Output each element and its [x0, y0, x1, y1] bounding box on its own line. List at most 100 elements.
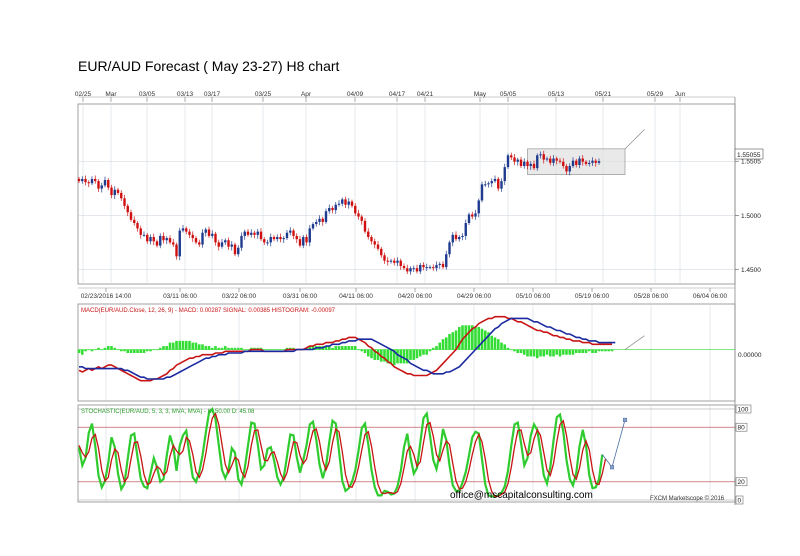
candle-body — [328, 207, 331, 212]
macd-histogram-bar — [132, 349, 136, 353]
candle-body — [311, 224, 315, 229]
candle-body — [107, 180, 110, 188]
candle-body — [97, 181, 100, 189]
price-forecast-line — [624, 129, 645, 150]
candle-body — [545, 158, 549, 160]
macd-histogram-bar — [210, 347, 214, 350]
macd-histogram-bar — [246, 349, 250, 351]
macd-histogram-bar — [392, 349, 396, 366]
candle-body — [588, 162, 591, 164]
candle-body — [389, 260, 393, 262]
top-tick-label: Mar — [105, 91, 117, 98]
candle-body — [237, 247, 240, 255]
candle-body — [536, 155, 539, 169]
macd-histogram-bar — [444, 337, 448, 350]
candle-body — [568, 166, 571, 172]
candle-body — [458, 237, 461, 240]
bottom-tick-label: 04/11 06:00 — [339, 293, 373, 300]
top-tick-label: 03/17 — [204, 91, 221, 98]
candle-body — [308, 228, 311, 243]
macd-histogram-bar — [353, 346, 357, 350]
price-tick-label: 1.5000 — [741, 213, 761, 220]
candle-body — [113, 189, 116, 196]
candle-body — [120, 192, 123, 199]
macd-histogram-bar — [136, 349, 139, 353]
candle-body — [422, 264, 425, 268]
candle-body — [357, 213, 360, 217]
top-tick-label: 05/21 — [595, 91, 612, 98]
candle-body — [194, 238, 198, 243]
candle-body — [230, 244, 233, 247]
stoch-tick-label: 100 — [738, 406, 749, 413]
macd-histogram-bar — [405, 349, 409, 364]
macd-histogram-bar — [165, 346, 169, 350]
candle-body — [360, 216, 363, 221]
candle-body — [123, 198, 126, 206]
top-tick-label: 02/25 — [75, 91, 92, 98]
candle-body — [266, 242, 269, 244]
macd-histogram-bar — [529, 349, 533, 357]
macd-histogram-bar — [214, 346, 217, 350]
candle-body — [175, 244, 178, 257]
stoch-tick-box — [735, 495, 744, 505]
macd-histogram-bar — [389, 349, 393, 364]
macd-histogram-bar — [461, 325, 464, 350]
macd-histogram-bar — [558, 349, 562, 357]
bottom-tick-label: 05/28 06:00 — [634, 293, 669, 300]
macd-histogram-bar — [227, 347, 230, 350]
candle-body — [126, 205, 129, 213]
macd-histogram-bar — [555, 349, 559, 355]
candle-body — [142, 234, 146, 236]
candle-body — [425, 267, 428, 269]
candle-body — [149, 237, 152, 242]
candle-body — [191, 234, 194, 239]
macd-histogram-bar — [522, 349, 526, 355]
candle-body — [341, 199, 344, 204]
macd-histogram-bar — [262, 349, 266, 351]
macd-histogram-bar — [490, 335, 494, 350]
candle-body — [331, 207, 334, 211]
candle-body — [90, 178, 94, 184]
top-tick-label: 03/25 — [255, 91, 272, 98]
candle-body — [526, 161, 529, 167]
candle-body — [399, 260, 402, 267]
macd-histogram-bar — [519, 349, 523, 353]
macd-histogram-bar — [288, 347, 292, 350]
candle-body — [562, 161, 565, 167]
candle-body — [428, 267, 432, 269]
candle-body — [282, 238, 285, 240]
bottom-tick-label: 04/20 06:00 — [398, 293, 433, 300]
candle-body — [415, 268, 419, 272]
macd-histogram-bar — [243, 349, 247, 351]
macd-histogram-bar — [129, 349, 133, 353]
macd-histogram-bar — [493, 337, 497, 350]
current-price-label: 1.55055 — [737, 152, 761, 159]
candle-body — [350, 201, 354, 206]
bottom-tick-label: 03/22 06:00 — [222, 293, 257, 300]
macd-histogram-bar — [236, 347, 240, 350]
macd-histogram-bar — [513, 349, 516, 352]
macd-histogram-bar — [149, 349, 152, 352]
macd-histogram-bar — [116, 349, 120, 351]
candle-body — [178, 230, 181, 257]
candle-body — [136, 223, 139, 229]
bottom-tick-label: 06/04 06:00 — [693, 293, 728, 300]
macd-histogram-bar — [253, 347, 256, 350]
macd-histogram-bar — [347, 346, 351, 350]
macd-zero-label: 0.00000 — [738, 352, 762, 359]
candle-body — [263, 239, 266, 243]
candle-body — [493, 178, 497, 182]
macd-histogram-bar — [457, 327, 461, 350]
macd-histogram-bar — [152, 349, 156, 351]
macd-histogram-bar — [542, 349, 546, 357]
macd-histogram-bar — [415, 349, 419, 359]
macd-histogram-bar — [409, 349, 412, 360]
candle-body — [438, 263, 441, 265]
macd-histogram-bar — [168, 342, 172, 350]
candle-body — [139, 228, 142, 235]
macd-histogram-bar — [396, 349, 399, 364]
macd-histogram-bar — [363, 349, 367, 353]
candle-body — [233, 244, 237, 255]
macd-histogram-bar — [487, 332, 490, 350]
macd-histogram-bar — [532, 349, 536, 357]
